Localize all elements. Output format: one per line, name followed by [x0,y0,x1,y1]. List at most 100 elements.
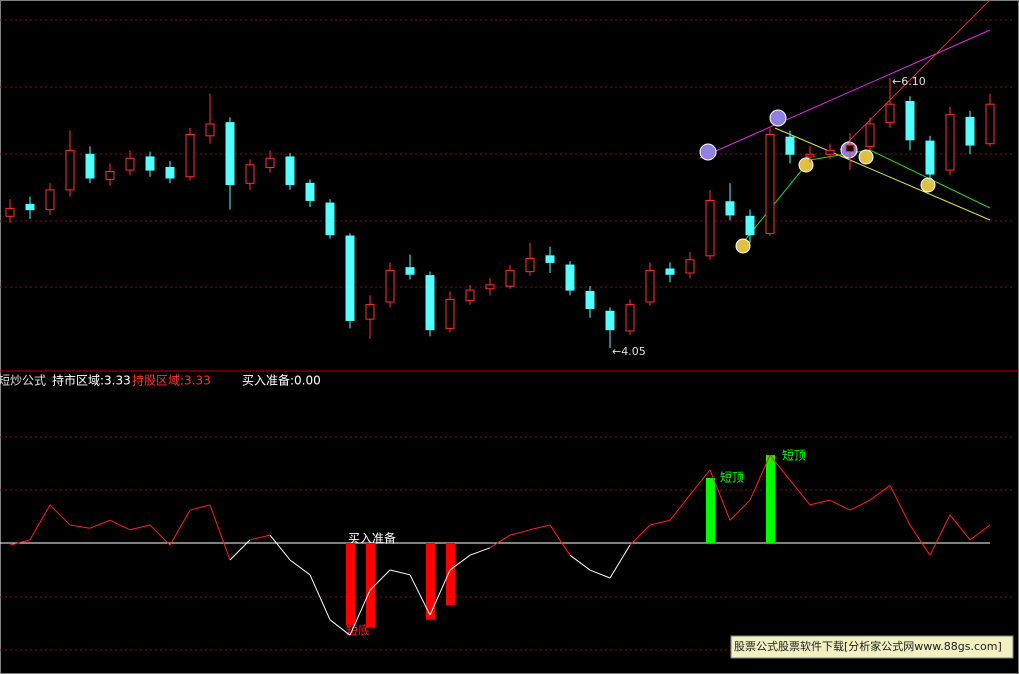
candle-body [85,153,95,179]
candle-body [405,267,415,275]
candle-body [645,269,655,303]
candle-body [485,284,495,290]
signal-bar [706,477,715,544]
indicator-segment [589,569,611,579]
indicator-value: 持股区域:3.33 [132,373,211,388]
candle-body [305,182,315,201]
candle-body [125,157,135,171]
candle-body [625,304,635,332]
indicator-segment [769,454,791,481]
candle-body [845,144,855,153]
indicator-segment [129,524,151,531]
trend-line [699,29,991,159]
candle-body [525,257,535,273]
candle-body [865,123,875,147]
candle-body [325,202,335,236]
candle-body [25,203,35,211]
indicator-segment [89,519,111,529]
candle-body [725,201,735,216]
indicator-segment [149,524,171,546]
indicator-segment [209,504,231,561]
candle-body [345,235,355,321]
candle-body [265,157,275,168]
candle-body [245,164,255,184]
candle-body [225,122,235,186]
face-icon [769,109,787,127]
indicator-segment [749,454,771,501]
indicator-value: 买入准备:0.00 [242,374,321,388]
indicator-segment [289,559,311,576]
candle-body [785,136,795,155]
indicator-segment [669,494,691,521]
indicator-segment [469,547,491,556]
indicator-segment [249,534,271,541]
indicator-segment [269,534,291,561]
indicator-segment [869,484,891,501]
indicator-name: 短炒公式 [0,374,46,388]
indicator-segment [369,569,391,591]
candle-body [745,215,755,236]
indicator-segment [349,589,371,636]
indicator-segment [429,569,451,616]
signal-bar [426,543,435,620]
candle-body [505,269,515,287]
indicator-segment [549,524,571,556]
indicator-segment [409,574,431,616]
candle-body [985,103,995,145]
annotation: 短顶 [720,471,744,485]
candle-body [945,114,955,171]
candle-body [665,268,675,275]
candle-body [965,116,975,146]
indicator-segment [849,499,871,511]
indicator-segment [69,524,91,529]
signal-bar [766,455,775,544]
indicator-segment [629,524,651,546]
candle-body [905,101,915,141]
annotation: 短底 [346,623,370,638]
low-label: ←4.05 [612,345,646,358]
candle-body [385,269,395,303]
signal-bar [346,543,355,626]
indicator-segment [489,534,511,549]
indicator-segment [49,504,71,526]
indicator-segment [9,539,31,546]
bag-icon [920,177,936,193]
indicator-segment [509,529,531,536]
candle-body [145,156,155,171]
indicator-segment [229,539,251,561]
candle-body [165,166,175,179]
candle-body [545,255,555,263]
indicator-segment [189,504,211,511]
indicator-segment [829,499,851,511]
indicator-segment [809,499,831,506]
candle-body [365,304,375,320]
footer-box [730,635,1014,659]
annotation: 短顶 [782,449,806,463]
candle-body [885,103,895,124]
candle-body [605,310,615,331]
indicator-segment [929,514,951,556]
indicator-segment [609,544,631,579]
footer-text: 股票公式股票软件下载[分析家公式网www.88gs.com] [734,639,1002,653]
candle-body [925,140,935,175]
candle-body [65,149,75,191]
candle-body [765,134,775,234]
high-label: ←6.10 [892,75,926,88]
candle-body [685,259,695,274]
indicator-segment [889,485,911,526]
signal-bar [366,543,375,628]
indicator-segment [789,479,811,506]
candle-body [185,134,195,178]
indicator-segment [29,504,51,541]
indicator-segment [529,524,551,531]
candle-body [805,153,815,158]
bag-icon [735,238,751,254]
face-icon [699,143,717,161]
indicator-segment [949,514,971,541]
indicator-segment [109,519,131,531]
candle-body [5,207,15,217]
candle-body [425,275,435,331]
candle-body [565,264,575,291]
